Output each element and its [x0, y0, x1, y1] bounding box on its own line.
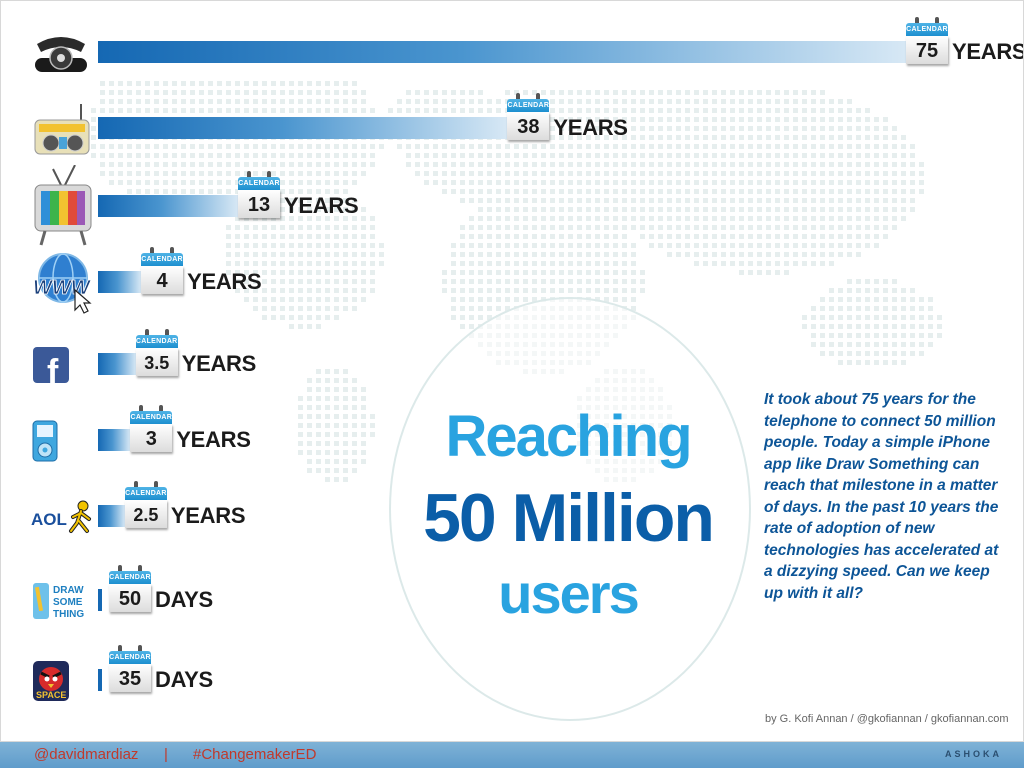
aol-icon: AOL [31, 487, 97, 547]
bar [98, 505, 125, 527]
calendar-label: CALENDAR [507, 99, 550, 112]
telephone-icon [31, 23, 97, 83]
calendar-label: CALENDAR [109, 571, 151, 584]
bar [98, 195, 239, 217]
value-label: 35 [109, 664, 151, 692]
ipod-icon [31, 411, 97, 471]
bar [98, 429, 131, 451]
value-label: 38 [507, 112, 550, 140]
unit-label: YEARS [170, 503, 246, 528]
title-line-3: users [498, 562, 639, 625]
value-label: 50 [109, 584, 151, 612]
svg-text:SOME: SOME [53, 597, 83, 608]
unit-label: YEARS [553, 115, 628, 140]
bar [98, 353, 136, 375]
television-icon [31, 165, 97, 246]
calendar-label: CALENDAR [130, 411, 173, 424]
calendar-icon: CALENDAR 4 [141, 247, 184, 295]
footer-handle: @davidmardiaz [34, 746, 139, 763]
world-map-dots [82, 81, 942, 482]
calendar-label: CALENDAR [135, 335, 178, 348]
title-circle [389, 297, 751, 721]
bar-row-tv: CALENDAR 13 YEARS [1, 165, 1023, 246]
calendar-icon: CALENDAR 3 [130, 405, 173, 453]
svg-text:WWW: WWW [33, 277, 92, 299]
svg-text:AOL: AOL [31, 510, 67, 529]
bar-row-telephone: CALENDAR 75 YEARS [1, 17, 1024, 83]
www-globe-icon: WWW [31, 253, 97, 314]
unit-label: YEARS [284, 193, 359, 218]
svg-text:SPACE: SPACE [36, 690, 66, 700]
ashoka-logo-text: ASHOKA [944, 749, 1002, 759]
calendar-label: CALENDAR [906, 23, 948, 36]
value-label: 3 [130, 424, 173, 452]
calendar-label: CALENDAR [124, 487, 167, 500]
calendar-icon: CALENDAR 13 [238, 171, 281, 219]
bar [98, 41, 906, 63]
bar-row-aol: AOL CALENDAR 2.5 YEARS [1, 481, 1023, 547]
unit-label: DAYS [155, 587, 213, 612]
value-label: 3.5 [135, 348, 178, 376]
unit-label: YEARS [176, 427, 251, 452]
calendar-label: CALENDAR [109, 651, 151, 664]
calendar-label: CALENDAR [238, 177, 281, 190]
bar [98, 117, 508, 139]
angry-birds-space-icon: SPACE [31, 651, 97, 711]
footer-bar: @davidmardiaz | #ChangemakerED ASHOKA [0, 742, 1024, 768]
calendar-icon: CALENDAR 50 [109, 565, 151, 613]
calendar-icon: CALENDAR 3.5 [135, 329, 178, 377]
draw-something-icon: DRAW SOME THING [31, 571, 97, 631]
radio-icon [31, 99, 97, 159]
footer-separator: | [164, 746, 168, 763]
bar-row-facebook: f CALENDAR 3.5 YEARS [1, 329, 1023, 395]
bar [98, 669, 102, 691]
calendar-icon: CALENDAR 2.5 [124, 481, 167, 529]
credit-text: by G. Kofi Annan / @gkofiannan / gkofian… [765, 713, 1009, 725]
calendar-icon: CALENDAR 35 [109, 645, 151, 693]
svg-text:THING: THING [53, 609, 84, 620]
value-label: 13 [238, 190, 281, 218]
unit-label: YEARS [952, 39, 1024, 64]
bar-row-ipod: CALENDAR 3 YEARS [1, 405, 1023, 471]
title-line-1: Reaching [445, 404, 692, 469]
bar [98, 589, 102, 611]
bar-row-draw-something: DRAW SOME THING CALENDAR 50 DAYS [1, 565, 1023, 631]
unit-label: YEARS [187, 269, 262, 294]
facebook-icon: f [31, 335, 97, 395]
value-label: 4 [141, 266, 184, 294]
value-label: 75 [906, 36, 948, 64]
bar-row-internet: WWW CALENDAR 4 YEARS [1, 247, 1023, 314]
svg-text:DRAW: DRAW [53, 585, 84, 596]
value-label: 2.5 [124, 500, 167, 528]
bar-row-radio: CALENDAR 38 YEARS [1, 93, 1023, 159]
bar-row-angry-birds-space: SPACE CALENDAR 35 DAYS [1, 645, 1023, 711]
calendar-icon: CALENDAR 38 [507, 93, 550, 141]
unit-label: DAYS [155, 667, 213, 692]
bar [98, 271, 142, 293]
title-line-2: 50 Million [423, 480, 715, 556]
description-text: It took about 75 years for the telephone… [764, 391, 999, 602]
calendar-icon: CALENDAR 75 [906, 17, 948, 65]
infographic-slide: Reaching 50 Million users It took about … [0, 0, 1024, 742]
footer-hashtag: #ChangemakerED [193, 746, 317, 763]
calendar-label: CALENDAR [141, 253, 184, 266]
unit-label: YEARS [181, 351, 257, 376]
svg-text:f: f [47, 353, 59, 385]
